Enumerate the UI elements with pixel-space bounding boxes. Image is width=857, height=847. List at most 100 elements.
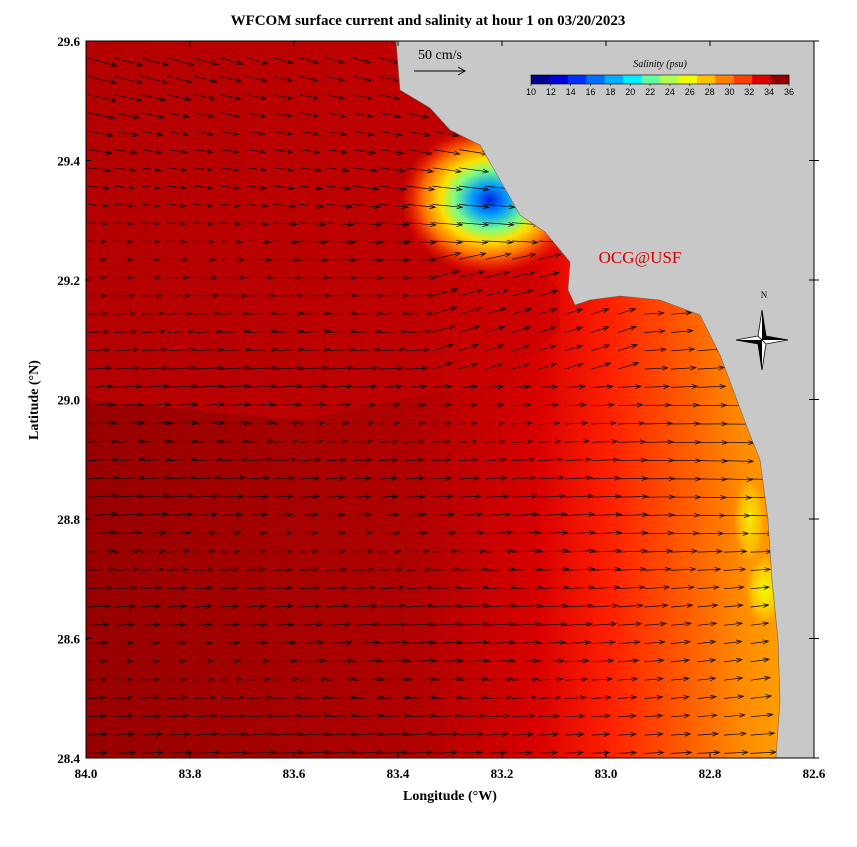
current-vector xyxy=(326,365,355,371)
current-vector xyxy=(670,530,700,536)
current-vector xyxy=(220,731,248,737)
current-vector xyxy=(644,494,676,500)
current-vector xyxy=(591,402,616,408)
current-vector xyxy=(299,585,321,591)
current-vector xyxy=(644,512,676,518)
current-vector xyxy=(405,149,433,156)
current-vector xyxy=(405,167,435,174)
current-vector xyxy=(299,328,331,334)
current-vector xyxy=(220,167,240,172)
current-vector xyxy=(432,676,464,682)
current-vector xyxy=(167,548,191,554)
current-vector xyxy=(299,57,320,64)
current-vector xyxy=(564,676,589,682)
current-vector xyxy=(326,112,346,118)
current-vector xyxy=(87,493,119,499)
current-vector xyxy=(432,362,453,370)
current-vector xyxy=(644,676,664,682)
current-vector xyxy=(644,365,669,371)
x-tick-label: 82.6 xyxy=(803,766,826,781)
current-vector xyxy=(140,293,164,299)
current-vector xyxy=(326,530,346,536)
current-vector xyxy=(220,622,240,628)
current-vector xyxy=(140,731,164,737)
current-vector xyxy=(405,694,437,700)
current-vector xyxy=(167,185,187,190)
colorbar-swatch xyxy=(623,75,642,84)
current-vector xyxy=(617,603,644,609)
current-vector xyxy=(591,640,617,645)
current-vector xyxy=(485,695,513,700)
current-vector xyxy=(432,694,463,700)
current-vector xyxy=(299,658,327,664)
current-vector xyxy=(352,402,377,408)
current-vector xyxy=(140,567,165,572)
current-vector xyxy=(193,221,215,227)
current-vector xyxy=(538,750,559,756)
current-vector xyxy=(617,512,649,518)
current-vector xyxy=(564,326,584,333)
current-vector xyxy=(458,439,479,445)
current-vector xyxy=(644,695,664,700)
current-vector xyxy=(220,567,240,573)
current-vector xyxy=(220,75,243,83)
current-vector xyxy=(114,622,136,627)
current-vector xyxy=(299,512,320,518)
current-vector xyxy=(485,621,517,627)
current-vector xyxy=(167,457,198,462)
current-vector xyxy=(432,512,456,518)
current-vector xyxy=(458,420,479,426)
current-vector xyxy=(87,658,108,664)
current-vector xyxy=(167,677,188,682)
current-vector xyxy=(617,731,638,737)
current-vector xyxy=(432,324,456,333)
credit: OCG@USF xyxy=(599,248,682,267)
current-vector xyxy=(617,676,639,682)
current-vector xyxy=(432,475,453,481)
current-vector xyxy=(114,402,144,407)
current-vector xyxy=(538,548,570,554)
current-vector xyxy=(432,731,460,737)
current-vector xyxy=(485,676,514,682)
current-vector xyxy=(246,420,276,426)
current-vector xyxy=(220,493,245,499)
current-vector xyxy=(326,420,350,426)
current-vector xyxy=(750,712,774,718)
current-vector xyxy=(299,603,322,609)
current-vector xyxy=(246,75,268,83)
current-vector xyxy=(114,420,145,426)
current-vector xyxy=(458,222,490,227)
current-vector xyxy=(379,384,403,389)
current-vector xyxy=(167,75,193,84)
current-vector xyxy=(511,363,531,370)
current-vector xyxy=(246,311,277,316)
current-vector xyxy=(379,676,411,682)
current-vector xyxy=(750,585,771,590)
current-vector xyxy=(670,365,697,371)
current-vector xyxy=(352,384,378,389)
current-vector xyxy=(697,585,720,590)
current-vector xyxy=(352,75,372,82)
current-vector xyxy=(246,622,268,627)
current-vector xyxy=(511,493,539,499)
current-vector xyxy=(511,252,537,260)
current-vector xyxy=(140,438,172,444)
current-vector xyxy=(591,658,615,664)
current-vector xyxy=(670,621,693,627)
current-vector xyxy=(326,640,354,645)
current-vector xyxy=(114,311,137,317)
current-vector xyxy=(405,222,437,227)
current-vector xyxy=(140,257,161,263)
current-vector xyxy=(326,585,349,591)
current-vector xyxy=(114,275,135,281)
current-vector xyxy=(167,347,196,353)
current-vector xyxy=(617,384,643,389)
current-vector xyxy=(246,257,273,263)
x-tick-label: 83.0 xyxy=(595,766,618,781)
current-vector xyxy=(458,384,479,390)
current-vector xyxy=(273,402,302,407)
current-vector xyxy=(617,420,646,426)
current-vector xyxy=(273,420,301,426)
current-vector xyxy=(564,475,594,481)
current-vector xyxy=(167,57,195,66)
